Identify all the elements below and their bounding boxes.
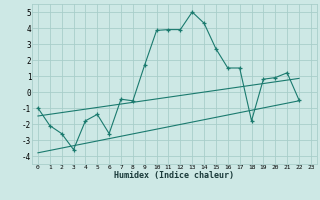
X-axis label: Humidex (Indice chaleur): Humidex (Indice chaleur): [115, 171, 234, 180]
